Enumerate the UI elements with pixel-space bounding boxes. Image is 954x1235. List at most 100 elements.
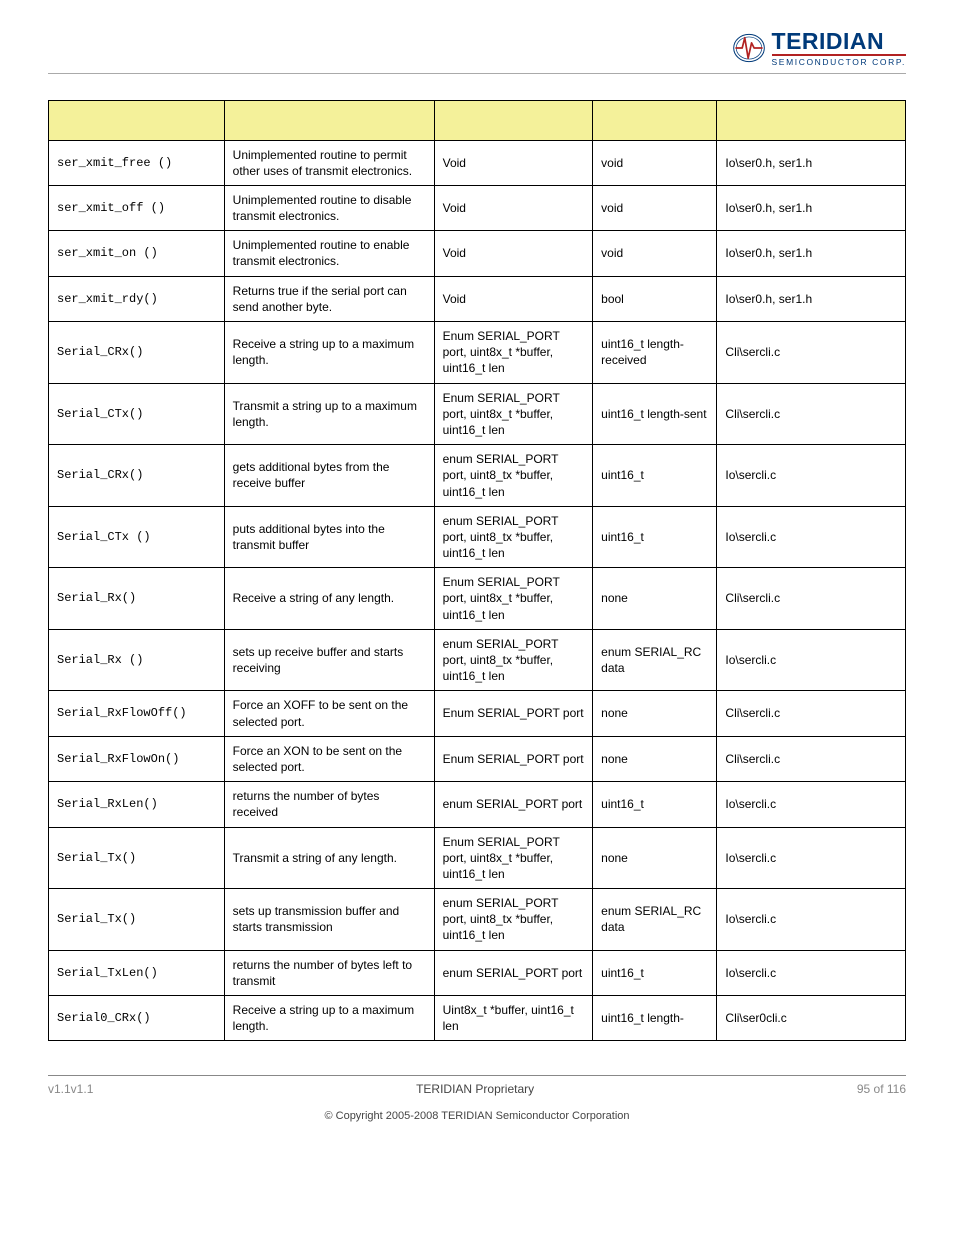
api-table-head (49, 100, 906, 140)
cell-function: ser_xmit_off () (49, 185, 225, 230)
table-row: Serial_RxFlowOff()Force an XOFF to be se… (49, 691, 906, 736)
footer-copyright: © Copyright 2005-2008 TERIDIAN Semicondu… (48, 1110, 906, 1122)
cell-output: uint16_t length-sent (593, 383, 717, 445)
table-row: Serial_CRx()Receive a string up to a max… (49, 322, 906, 384)
cell-output: bool (593, 276, 717, 321)
cell-function: Serial_Tx() (49, 827, 225, 889)
cell-function: Serial_CRx() (49, 445, 225, 507)
cell-input: enum SERIAL_PORT port (434, 782, 593, 827)
cell-file: Io\sercli.c (717, 445, 906, 507)
table-row: Serial_CRx()gets additional bytes from t… (49, 445, 906, 507)
cell-output: uint16_t (593, 506, 717, 568)
cell-description: Unimplemented routine to permit other us… (224, 140, 434, 185)
cell-input: enum SERIAL_PORT port (434, 950, 593, 995)
page-header: TERIDIAN SEMICONDUCTOR CORP. (48, 30, 906, 74)
cell-file: Io\sercli.c (717, 889, 906, 951)
brand-logo: TERIDIAN SEMICONDUCTOR CORP. (732, 30, 906, 67)
cell-description: puts additional bytes into the transmit … (224, 506, 434, 568)
cell-input: Void (434, 231, 593, 276)
cell-function: Serial_RxLen() (49, 782, 225, 827)
cell-function: ser_xmit_rdy() (49, 276, 225, 321)
table-row: Serial_RxFlowOn()Force an XON to be sent… (49, 736, 906, 781)
cell-input: Void (434, 185, 593, 230)
table-row: Serial_CTx()Transmit a string up to a ma… (49, 383, 906, 445)
cell-output: void (593, 231, 717, 276)
table-row: ser_xmit_rdy()Returns true if the serial… (49, 276, 906, 321)
col-header (224, 100, 434, 140)
cell-input: Uint8x_t *buffer, uint16_t len (434, 996, 593, 1041)
cell-input: Void (434, 140, 593, 185)
cell-description: Receive a string up to a maximum length. (224, 322, 434, 384)
cell-description: Transmit a string up to a maximum length… (224, 383, 434, 445)
cell-output: uint16_t (593, 445, 717, 507)
cell-file: Io\ser0.h, ser1.h (717, 231, 906, 276)
brand-subtitle: SEMICONDUCTOR CORP. (772, 58, 906, 67)
cell-output: uint16_t length-received (593, 322, 717, 384)
cell-description: Unimplemented routine to disable transmi… (224, 185, 434, 230)
cell-function: Serial0_CRx() (49, 996, 225, 1041)
cell-description: Receive a string up to a maximum length. (224, 996, 434, 1041)
footer-page-number: 95 of 116 (857, 1082, 906, 1096)
cell-output: none (593, 691, 717, 736)
cell-function: Serial_RxFlowOn() (49, 736, 225, 781)
cell-function: Serial_TxLen() (49, 950, 225, 995)
brand-name: TERIDIAN (772, 30, 906, 56)
api-table-body: ser_xmit_free ()Unimplemented routine to… (49, 140, 906, 1041)
cell-file: Cli\sercli.c (717, 691, 906, 736)
cell-description: Force an XOFF to be sent on the selected… (224, 691, 434, 736)
table-row: Serial_Rx()Receive a string of any lengt… (49, 568, 906, 630)
cell-description: returns the number of bytes left to tran… (224, 950, 434, 995)
cell-description: sets up receive buffer and starts receiv… (224, 629, 434, 691)
brand-logo-text: TERIDIAN SEMICONDUCTOR CORP. (772, 30, 906, 67)
footer-version: v1.1v1.1 (48, 1082, 93, 1096)
cell-description: Unimplemented routine to enable transmit… (224, 231, 434, 276)
table-row: Serial0_CRx()Receive a string up to a ma… (49, 996, 906, 1041)
footer-line: v1.1v1.1 TERIDIAN Proprietary 95 of 116 (48, 1075, 906, 1096)
table-row: ser_xmit_free ()Unimplemented routine to… (49, 140, 906, 185)
cell-description: Receive a string of any length. (224, 568, 434, 630)
col-header (717, 100, 906, 140)
cell-file: Cli\sercli.c (717, 322, 906, 384)
cell-output: none (593, 827, 717, 889)
cell-file: Cli\sercli.c (717, 568, 906, 630)
cell-output: void (593, 185, 717, 230)
cell-description: Returns true if the serial port can send… (224, 276, 434, 321)
cell-output: enum SERIAL_RC data (593, 889, 717, 951)
cell-description: Transmit a string of any length. (224, 827, 434, 889)
cell-file: Cli\sercli.c (717, 383, 906, 445)
brand-logo-icon (732, 31, 766, 65)
table-row: Serial_Tx()sets up transmission buffer a… (49, 889, 906, 951)
cell-output: uint16_t (593, 950, 717, 995)
cell-input: Enum SERIAL_PORT port, uint8x_t *buffer,… (434, 322, 593, 384)
cell-input: enum SERIAL_PORT port, uint8_tx *buffer,… (434, 889, 593, 951)
cell-file: Io\ser0.h, ser1.h (717, 185, 906, 230)
table-row: ser_xmit_off ()Unimplemented routine to … (49, 185, 906, 230)
cell-output: uint16_t length- (593, 996, 717, 1041)
cell-input: enum SERIAL_PORT port, uint8_tx *buffer,… (434, 506, 593, 568)
cell-function: Serial_CTx () (49, 506, 225, 568)
cell-description: Force an XON to be sent on the selected … (224, 736, 434, 781)
cell-function: ser_xmit_on () (49, 231, 225, 276)
cell-description: sets up transmission buffer and starts t… (224, 889, 434, 951)
cell-function: Serial_CRx() (49, 322, 225, 384)
cell-output: none (593, 568, 717, 630)
cell-file: Io\sercli.c (717, 782, 906, 827)
cell-input: Enum SERIAL_PORT port (434, 736, 593, 781)
col-header (593, 100, 717, 140)
cell-description: gets additional bytes from the receive b… (224, 445, 434, 507)
cell-file: Io\sercli.c (717, 506, 906, 568)
api-table: ser_xmit_free ()Unimplemented routine to… (48, 100, 906, 1042)
cell-input: Enum SERIAL_PORT port (434, 691, 593, 736)
cell-function: Serial_RxFlowOff() (49, 691, 225, 736)
page-footer: v1.1v1.1 TERIDIAN Proprietary 95 of 116 … (48, 1075, 906, 1122)
cell-function: Serial_Rx () (49, 629, 225, 691)
cell-function: Serial_Rx() (49, 568, 225, 630)
cell-file: Io\sercli.c (717, 629, 906, 691)
table-row: Serial_Tx()Transmit a string of any leng… (49, 827, 906, 889)
cell-input: Enum SERIAL_PORT port, uint8x_t *buffer,… (434, 568, 593, 630)
table-row: Serial_RxLen()returns the number of byte… (49, 782, 906, 827)
cell-output: enum SERIAL_RC data (593, 629, 717, 691)
table-row: ser_xmit_on ()Unimplemented routine to e… (49, 231, 906, 276)
cell-description: returns the number of bytes received (224, 782, 434, 827)
cell-input: enum SERIAL_PORT port, uint8_tx *buffer,… (434, 629, 593, 691)
